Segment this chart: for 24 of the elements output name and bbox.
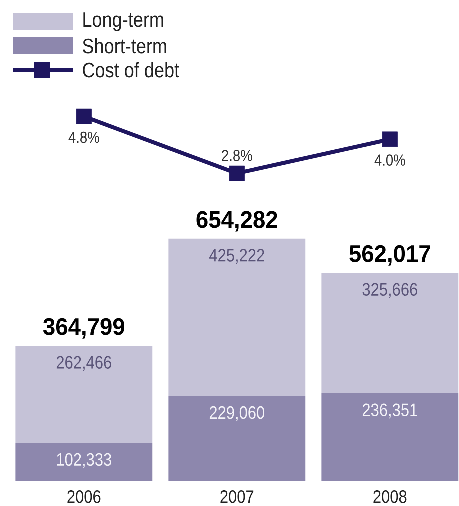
x-tick-label: 2008 <box>374 490 407 504</box>
total-label: 562,017 <box>350 245 430 266</box>
x-tick-label: 2006 <box>68 490 101 504</box>
bar <box>168 396 306 481</box>
legend-label: Short-term <box>83 38 166 54</box>
data-label: 262,466 <box>56 356 112 372</box>
data-label: 102,333 <box>57 453 112 468</box>
bar <box>322 273 459 394</box>
legend-label: Cost of debt <box>83 62 180 78</box>
bar <box>168 238 306 396</box>
data-label: 425,222 <box>210 249 264 264</box>
data-label: 2.8% <box>222 150 252 162</box>
bar <box>16 346 153 444</box>
data-label: 229,060 <box>210 406 265 422</box>
data-label: 236,351 <box>362 404 418 419</box>
legend-label: Long-term <box>84 12 164 32</box>
data-label: 325,666 <box>362 283 418 298</box>
data-label: 4.0% <box>374 154 406 166</box>
bar <box>16 443 153 481</box>
total-label: 364,799 <box>43 318 125 339</box>
bar <box>322 394 459 481</box>
total-label: 654,282 <box>196 211 278 232</box>
x-tick-label: 2007 <box>220 490 254 504</box>
data-label: 4.8% <box>68 132 100 144</box>
